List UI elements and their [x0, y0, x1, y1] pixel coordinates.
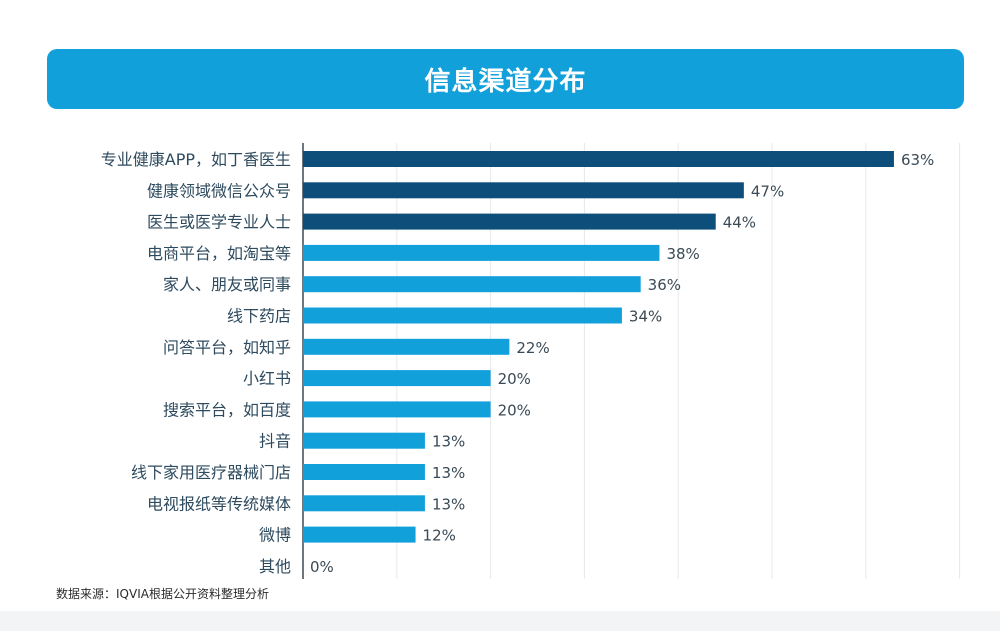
category-label: 小红书: [243, 369, 291, 388]
value-label: 13%: [432, 495, 465, 513]
bottom-strip: [0, 611, 1000, 631]
category-label: 微博: [259, 526, 291, 545]
value-label: 44%: [723, 214, 756, 232]
category-label: 专业健康APP，如丁香医生: [101, 150, 291, 169]
bar: [303, 151, 894, 167]
bar: [303, 526, 416, 543]
source-note: 数据来源：IQVIA根据公开资料整理分析: [56, 587, 269, 601]
title-banner: 信息渠道分布: [47, 49, 964, 109]
bar: [303, 370, 491, 387]
value-label: 38%: [666, 245, 699, 263]
category-label: 线下药店: [227, 307, 291, 326]
bar: [303, 432, 425, 449]
bar: [303, 338, 510, 355]
bar: [303, 401, 491, 418]
bar: [303, 182, 744, 199]
bar-chart: 专业健康APP，如丁香医生 63% 健康领域微信公众号 47% 医生或医学专业人士 44%…: [101, 143, 961, 579]
value-label: 47%: [751, 182, 784, 200]
value-label: 63%: [901, 151, 934, 169]
bar: [303, 464, 425, 480]
bar: [303, 244, 660, 261]
value-label: 12%: [423, 527, 456, 545]
bar: [303, 276, 641, 293]
category-label: 家人、朋友或同事: [163, 275, 291, 294]
category-label: 抖音: [259, 432, 291, 451]
category-label: 搜索平台，如百度: [163, 400, 291, 419]
chart-title: 信息渠道分布: [424, 66, 587, 97]
value-label: 22%: [516, 339, 549, 357]
category-label: 电视报纸等传统媒体: [147, 494, 291, 513]
value-label: 13%: [432, 433, 465, 451]
value-label: 20%: [498, 401, 531, 419]
value-label: 13%: [432, 464, 465, 482]
bar: [303, 213, 716, 230]
bar: [303, 495, 425, 512]
value-label: 0%: [310, 558, 334, 576]
value-label: 20%: [498, 370, 531, 388]
bar: [303, 307, 622, 324]
category-label: 线下家用医疗器械门店: [131, 463, 291, 482]
category-label: 电商平台，如淘宝等: [147, 244, 291, 263]
category-label: 问答平台，如知乎: [163, 338, 291, 357]
value-label: 34%: [629, 308, 662, 326]
category-label: 医生或医学专业人士: [147, 213, 291, 232]
category-label: 健康领域微信公众号: [147, 181, 291, 200]
value-label: 36%: [648, 276, 681, 294]
category-label: 其他: [259, 557, 291, 576]
